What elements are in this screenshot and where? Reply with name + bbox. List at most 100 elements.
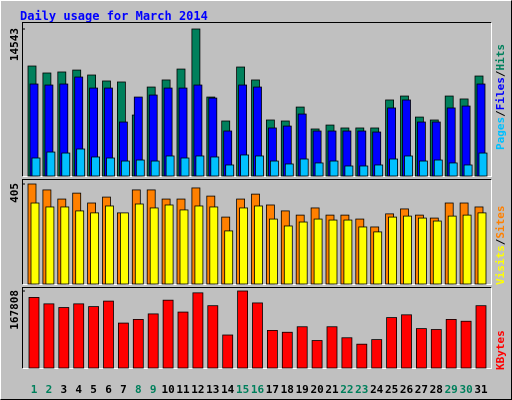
bar <box>343 219 353 285</box>
bar <box>147 313 159 369</box>
x-tick-label: 12 <box>191 383 204 396</box>
bar <box>73 303 85 369</box>
bar <box>356 343 368 369</box>
panel-bevel-dark <box>22 22 492 177</box>
x-tick-label: 29 <box>445 383 458 396</box>
legend-entry: Pages <box>494 117 507 150</box>
bar <box>90 212 99 285</box>
legend-entry: Sites <box>494 206 507 239</box>
bar <box>179 209 189 285</box>
x-tick-label: 19 <box>296 383 309 396</box>
bar <box>475 305 487 369</box>
x-tick-label: 23 <box>355 383 368 396</box>
panel-bevel-dark <box>22 287 492 369</box>
x-tick-label: 25 <box>385 383 398 396</box>
bar <box>150 160 160 177</box>
x-tick-label: 24 <box>370 383 384 396</box>
legend: KBytes <box>494 330 507 370</box>
bar <box>359 165 369 177</box>
bar <box>252 302 263 369</box>
x-tick-label: 26 <box>400 383 414 396</box>
x-tick-label: 8 <box>135 383 142 396</box>
bar <box>313 218 323 285</box>
x-tick-label: 10 <box>161 383 174 396</box>
x-tick-label: 7 <box>120 383 127 396</box>
bar <box>88 306 99 369</box>
bar <box>149 207 159 285</box>
bar <box>314 162 324 177</box>
panel-bevel-dark <box>22 179 492 285</box>
bar <box>326 326 338 369</box>
bar <box>373 231 383 285</box>
bar <box>222 334 234 369</box>
bar <box>404 155 413 177</box>
x-tick-label: 13 <box>206 383 219 396</box>
bar <box>46 151 56 177</box>
bar <box>415 328 427 369</box>
bar <box>61 152 71 177</box>
bar <box>224 230 234 285</box>
bar <box>30 202 40 285</box>
bar <box>284 163 294 177</box>
x-tick-label: 15 <box>236 383 249 396</box>
bar <box>105 205 114 285</box>
y-tick-label: 14543 <box>8 28 21 61</box>
bar <box>341 337 353 369</box>
bar <box>103 300 114 369</box>
bar <box>177 311 189 369</box>
bar <box>165 155 175 177</box>
bar <box>283 225 293 285</box>
bar <box>266 330 278 369</box>
bar <box>374 164 384 177</box>
bar <box>445 319 457 369</box>
bar <box>478 152 488 177</box>
x-tick-label: 18 <box>281 383 294 396</box>
bar <box>28 297 40 369</box>
x-tick-label: 27 <box>415 383 428 396</box>
bar <box>388 216 398 285</box>
bar <box>328 219 338 285</box>
bar <box>358 226 368 285</box>
x-tick-label: 2 <box>46 383 53 396</box>
bar <box>195 155 205 177</box>
bar <box>298 221 308 285</box>
bar <box>240 154 250 177</box>
bar <box>209 206 219 285</box>
bar <box>401 314 412 369</box>
bar <box>311 340 323 369</box>
bar <box>255 155 264 177</box>
bar <box>463 164 473 177</box>
panel-bevel-light <box>22 22 492 177</box>
bar <box>239 207 249 285</box>
bar <box>76 148 86 177</box>
bar <box>91 156 100 177</box>
bar <box>132 319 144 369</box>
bar <box>237 290 249 369</box>
bar <box>296 326 308 369</box>
x-tick-label: 4 <box>75 383 82 396</box>
bar <box>433 159 443 177</box>
bar <box>447 215 457 285</box>
bar <box>45 206 55 285</box>
bar <box>371 339 383 369</box>
x-tick-label: 9 <box>150 383 157 396</box>
bar <box>43 303 55 369</box>
bar <box>477 212 487 285</box>
bar <box>207 305 219 369</box>
legend-separator: / <box>494 110 507 117</box>
x-tick-label: 31 <box>474 383 488 396</box>
legend: Pages/Files/Hits <box>494 44 507 150</box>
bar <box>344 165 354 177</box>
x-tick-label: 30 <box>459 383 472 396</box>
bar <box>462 214 472 285</box>
panel-bevel-light <box>22 287 492 369</box>
bar <box>75 210 85 285</box>
bar <box>281 331 293 369</box>
bar <box>164 204 174 285</box>
legend-entry: Hits <box>494 44 507 71</box>
bar <box>299 158 309 177</box>
bar <box>31 157 41 177</box>
legend-entry: KBytes <box>494 330 507 370</box>
bar <box>180 157 190 177</box>
